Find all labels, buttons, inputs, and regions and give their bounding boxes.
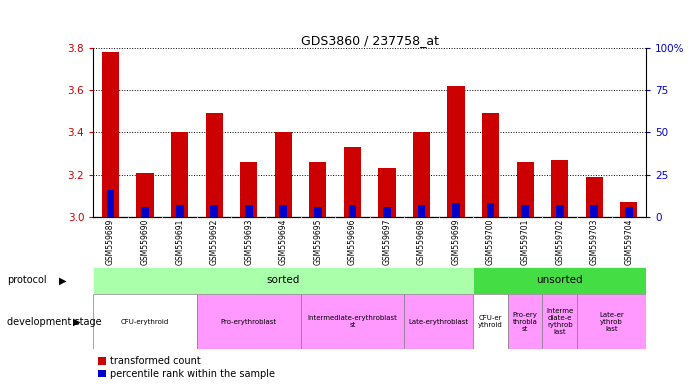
Bar: [577, 294, 646, 349]
Bar: [473, 294, 508, 349]
Text: Late-er
ythrob
last: Late-er ythrob last: [599, 311, 624, 332]
Bar: [197, 294, 301, 349]
Bar: [473, 267, 646, 294]
Bar: [93, 267, 473, 294]
Bar: [210, 205, 218, 217]
Bar: [102, 52, 120, 217]
Bar: [106, 190, 115, 217]
Bar: [404, 294, 473, 349]
Bar: [137, 173, 154, 217]
Bar: [521, 205, 529, 217]
Bar: [551, 160, 568, 217]
Bar: [417, 205, 426, 217]
Bar: [383, 207, 391, 217]
Bar: [141, 207, 149, 217]
Bar: [206, 114, 223, 217]
Text: Interme
diate-e
rythrob
last: Interme diate-e rythrob last: [546, 308, 574, 335]
Bar: [314, 207, 322, 217]
Bar: [482, 114, 499, 217]
Bar: [542, 294, 577, 349]
Text: CFU-er
ythroid: CFU-er ythroid: [478, 315, 503, 328]
Bar: [348, 205, 357, 217]
Text: sorted: sorted: [267, 275, 300, 285]
Text: development stage: development stage: [7, 316, 102, 327]
Bar: [516, 162, 533, 217]
Bar: [279, 205, 287, 217]
Bar: [586, 177, 603, 217]
Text: protocol: protocol: [7, 275, 46, 285]
Bar: [452, 204, 460, 217]
Legend: transformed count, percentile rank within the sample: transformed count, percentile rank withi…: [98, 356, 275, 379]
Bar: [310, 162, 326, 217]
Bar: [448, 86, 464, 217]
Bar: [621, 202, 638, 217]
Bar: [590, 205, 598, 217]
Text: Pro-erythroblast: Pro-erythroblast: [220, 319, 277, 324]
Bar: [176, 205, 184, 217]
Text: Late-erythroblast: Late-erythroblast: [408, 319, 469, 324]
Text: Pro-ery
throbla
st: Pro-ery throbla st: [513, 311, 538, 332]
Bar: [301, 294, 404, 349]
Text: ▶: ▶: [73, 316, 80, 327]
Text: unsorted: unsorted: [536, 275, 583, 285]
Bar: [379, 169, 395, 217]
Bar: [625, 207, 633, 217]
Bar: [274, 132, 292, 217]
Bar: [413, 132, 430, 217]
Bar: [508, 294, 542, 349]
Bar: [486, 204, 495, 217]
Bar: [240, 162, 257, 217]
Text: Intermediate-erythroblast
st: Intermediate-erythroblast st: [307, 315, 397, 328]
Text: CFU-erythroid: CFU-erythroid: [121, 319, 169, 324]
Bar: [344, 147, 361, 217]
Bar: [556, 205, 564, 217]
Bar: [93, 294, 197, 349]
Text: ▶: ▶: [59, 275, 66, 285]
Bar: [245, 205, 253, 217]
Bar: [171, 132, 188, 217]
Title: GDS3860 / 237758_at: GDS3860 / 237758_at: [301, 34, 439, 47]
